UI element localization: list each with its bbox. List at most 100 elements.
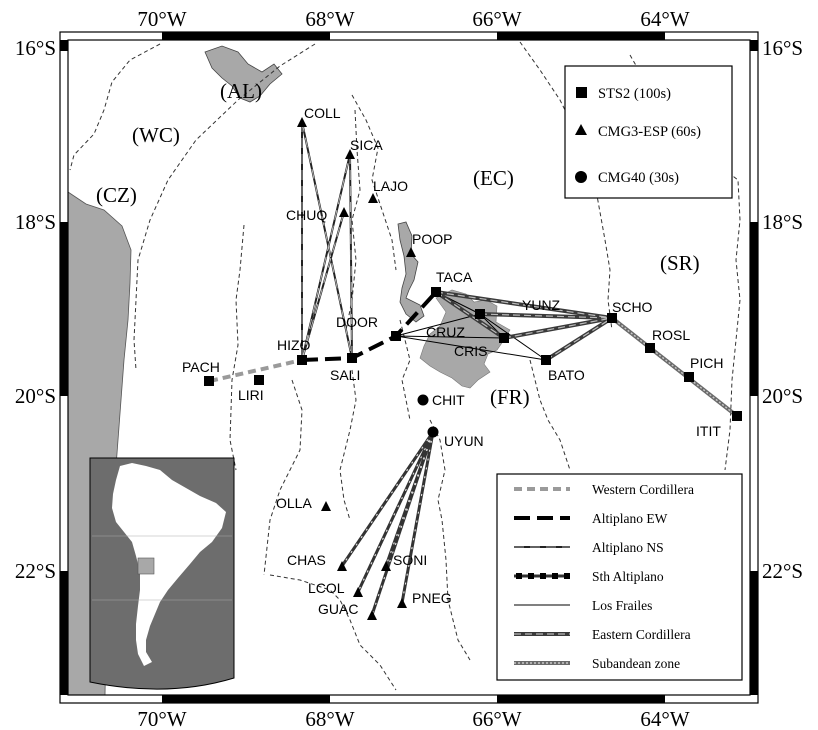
station-marker-lcol [353, 587, 363, 597]
station-label-coll: COLL [304, 105, 341, 121]
profile-western-cordillera [209, 358, 303, 383]
station-label-uyun: UYUN [444, 433, 484, 449]
inset-south-america [89, 457, 235, 690]
lake-titicaca [204, 45, 283, 103]
profile-legend: Western Cordillera Altiplano EW Altiplan… [496, 473, 743, 681]
station-label-chit: CHIT [432, 392, 465, 408]
legend-subandean-zone: Subandean zone [592, 656, 680, 671]
station-label-door: DOOR [336, 314, 378, 330]
station-label-pneg: PNEG [412, 590, 452, 606]
station-marker-taca [431, 287, 441, 297]
station-marker-coll [297, 117, 307, 127]
axis-labels-top: 70°W 68°W 66°W 64°W [137, 7, 689, 31]
profile-altiplano-ew [301, 290, 438, 362]
station-marker-bato [541, 355, 551, 365]
legend-cmg3: CMG3-ESP (60s) [598, 124, 701, 140]
legend-western-cordillera: Western Cordillera [592, 482, 694, 497]
legend-altiplano-ew: Altiplano EW [592, 511, 668, 526]
station-label-liri: LIRI [238, 387, 264, 403]
station-marker-pneg [397, 598, 407, 608]
left-lat-22: 22°S [15, 559, 56, 583]
legend-altiplano-ns: Altiplano NS [592, 540, 664, 555]
station-marker-chuq [339, 207, 349, 217]
station-label-guac: GUAC [318, 601, 358, 617]
station-label-pach: PACH [182, 359, 220, 375]
station-label-taca: TACA [436, 269, 473, 285]
region-labels: (AL) (WC) (CZ) (EC) (SR) (FR) [96, 79, 700, 409]
station-label-scho: SCHO [612, 299, 653, 315]
station-marker-olla [321, 501, 331, 511]
station-label-itit: ITIT [696, 423, 721, 439]
right-lat-22: 22°S [762, 559, 803, 583]
station-label-lcol: LCOL [308, 580, 345, 596]
region-label-ec: (EC) [473, 166, 514, 190]
station-marker-uyun [427, 426, 439, 438]
station-marker-cruz [499, 333, 509, 343]
profile-southern-altiplano [340, 431, 435, 616]
station-marker-itit [732, 411, 742, 421]
station-label-chas: CHAS [287, 552, 326, 568]
station-label-yunz: YUNZ [522, 297, 561, 313]
station-marker-pich [684, 372, 694, 382]
axis-labels-right: 16°S 18°S 20°S 22°S [762, 36, 803, 583]
sensor-legend: STS2 (100s) CMG3-ESP (60s) CMG40 (30s) [564, 65, 733, 199]
station-marker-chit [417, 394, 429, 406]
bottom-lon-64: 64°W [640, 707, 689, 730]
station-marker-sali [347, 353, 357, 363]
station-label-rosl: ROSL [652, 327, 690, 343]
station-marker-poop [406, 247, 416, 257]
left-lat-18: 18°S [15, 210, 56, 234]
station-label-olla: OLLA [276, 495, 312, 511]
inset-continent [112, 463, 226, 666]
top-lon-70: 70°W [137, 7, 186, 31]
bottom-lon-66: 66°W [472, 707, 521, 730]
station-label-sica: SICA [350, 137, 383, 153]
profile-subandean-zone [610, 316, 739, 418]
station-label-cruz: CRUZ [426, 324, 465, 340]
station-markers [204, 117, 742, 620]
station-label-cris: CRIS [454, 343, 487, 359]
station-marker-door [391, 331, 401, 341]
station-label-chuq: CHUQ [286, 207, 327, 223]
station-labels: COLL SICA LAJO CHUQ POOP TACA YUNZ SCHO … [182, 105, 723, 617]
top-lon-64: 64°W [640, 7, 689, 31]
top-lon-66: 66°W [472, 7, 521, 31]
station-label-sali: SALI [330, 367, 360, 383]
station-label-pich: PICH [690, 355, 723, 371]
station-label-hizo: HIZO [277, 337, 311, 353]
axis-labels-bottom: 70°W 68°W 66°W 64°W [137, 707, 689, 730]
legend-los-frailes: Los Frailes [592, 598, 652, 613]
tectonic-boundaries [69, 41, 741, 691]
station-marker-soni [381, 561, 391, 571]
right-lat-18: 18°S [762, 210, 803, 234]
legend-triangle-symbol [575, 124, 587, 135]
station-marker-rosl [645, 343, 655, 353]
inset-study-area [137, 557, 155, 575]
station-marker-liri [254, 375, 264, 385]
station-marker-sica [345, 149, 355, 159]
station-marker-lajo [368, 193, 378, 203]
region-label-fr: (FR) [490, 385, 530, 409]
station-marker-guac [367, 610, 377, 620]
station-marker-scho [607, 313, 617, 323]
legend-square-symbol [576, 87, 587, 98]
right-lat-20: 20°S [762, 384, 803, 408]
profile-eastern-cordillera [434, 290, 614, 362]
legend-eastern-cordillera: Eastern Cordillera [592, 627, 691, 642]
region-label-wc: (WC) [132, 123, 180, 147]
left-lat-16: 16°S [15, 36, 56, 60]
bottom-lon-68: 68°W [305, 707, 354, 730]
bottom-lon-70: 70°W [137, 707, 186, 730]
station-marker-hizo [297, 355, 307, 365]
legend-cmg40: CMG40 (30s) [598, 170, 679, 186]
station-label-soni: SONI [393, 552, 427, 568]
region-label-sr: (SR) [660, 251, 700, 275]
left-lat-20: 20°S [15, 384, 56, 408]
region-label-al: (AL) [220, 79, 262, 103]
legend-sth-altiplano: Sth Altiplano [592, 569, 664, 584]
legend-circle-symbol [575, 171, 587, 183]
right-lat-16: 16°S [762, 36, 803, 60]
station-marker-pach [204, 376, 214, 386]
station-label-lajo: LAJO [373, 178, 408, 194]
